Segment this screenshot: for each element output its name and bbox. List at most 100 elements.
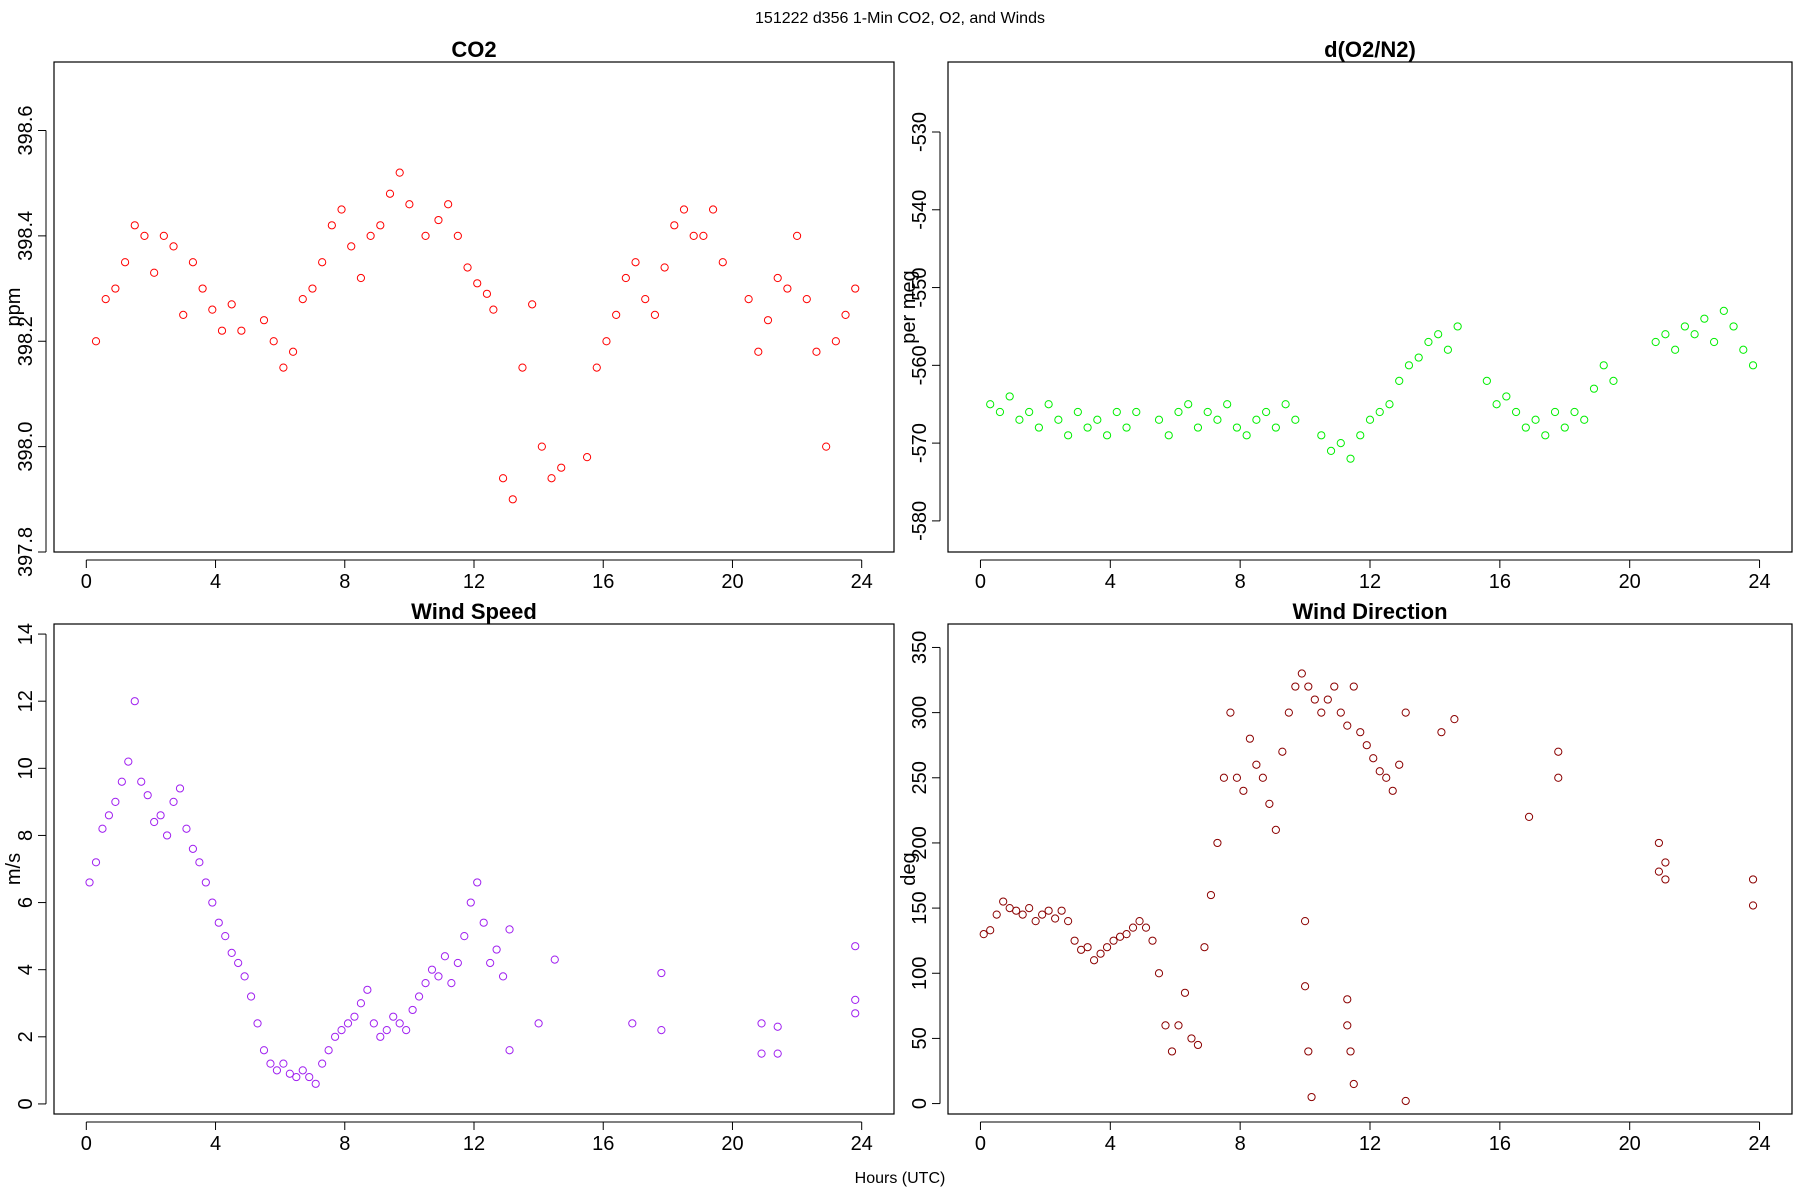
o2-point bbox=[1580, 415, 1589, 424]
wind-direction-point bbox=[1180, 988, 1190, 997]
wind-speed-point bbox=[324, 1046, 333, 1055]
wind-speed-point bbox=[356, 999, 366, 1008]
co2-point bbox=[792, 231, 802, 240]
wind-speed-point bbox=[479, 918, 488, 927]
panel-wind-direction-ylabel: deg bbox=[898, 852, 920, 885]
wind-direction-point bbox=[1330, 682, 1339, 691]
panel-wind-direction-frame bbox=[947, 623, 1793, 1115]
co2-point bbox=[557, 463, 566, 472]
y-tick-label: -530 bbox=[909, 112, 931, 152]
o2-point bbox=[1719, 306, 1728, 315]
wind-direction-point bbox=[1226, 708, 1235, 717]
wind-speed-point bbox=[434, 972, 443, 981]
wind-speed-point bbox=[111, 797, 120, 806]
o2-point bbox=[1521, 423, 1530, 432]
wind-direction-point bbox=[1401, 708, 1410, 717]
x-tick-label: 8 bbox=[339, 571, 350, 593]
y-tick-label: 0 bbox=[15, 1098, 37, 1109]
wind-speed-point bbox=[363, 985, 372, 994]
wind-direction-point bbox=[1193, 1040, 1203, 1050]
wind-speed-point bbox=[350, 1012, 359, 1021]
panel-co2-frame bbox=[53, 61, 895, 553]
wind-direction-point bbox=[1012, 906, 1021, 915]
wind-direction-point bbox=[1174, 1021, 1183, 1030]
co2-point bbox=[631, 258, 640, 267]
o2-point bbox=[1502, 392, 1511, 401]
o2-point bbox=[1213, 415, 1222, 424]
o2-point bbox=[1044, 400, 1053, 409]
co2-point bbox=[198, 284, 207, 293]
wind-direction-point bbox=[1167, 1047, 1177, 1056]
x-tick-label: 4 bbox=[1105, 571, 1116, 593]
o2-point bbox=[1550, 407, 1560, 417]
y-tick-label: 200 bbox=[909, 826, 931, 859]
wind-direction-point bbox=[1450, 715, 1459, 724]
wind-speed-point bbox=[130, 697, 139, 706]
wind-speed-point bbox=[182, 824, 191, 833]
wind-speed-point bbox=[402, 1025, 411, 1035]
wind-direction-point bbox=[1343, 721, 1352, 730]
wind-speed-point bbox=[473, 878, 482, 887]
co2-point bbox=[269, 337, 278, 346]
o2-point bbox=[1729, 322, 1738, 331]
panel-wind-speed-frame bbox=[53, 623, 895, 1115]
o2-point bbox=[1661, 330, 1670, 339]
x-tick-label: 12 bbox=[463, 1133, 485, 1155]
wind-speed-point bbox=[657, 1025, 666, 1035]
panel-co2-ylabel: ppm bbox=[3, 288, 25, 327]
wind-direction-point bbox=[1317, 708, 1326, 717]
o2-point bbox=[1015, 415, 1024, 424]
wind-speed-point bbox=[414, 992, 424, 1001]
co2-point bbox=[453, 231, 462, 240]
wind-direction-point bbox=[1346, 1047, 1355, 1056]
co2-point bbox=[602, 337, 611, 346]
o2-point bbox=[1184, 400, 1193, 409]
wind-speed-point bbox=[259, 1046, 269, 1055]
wind-direction-point bbox=[1102, 943, 1112, 952]
panel-o2-frame bbox=[947, 61, 1793, 553]
wind-speed-point bbox=[486, 958, 495, 968]
wind-speed-point bbox=[240, 972, 249, 981]
wind-direction-point bbox=[1310, 695, 1319, 704]
wind-speed-point bbox=[421, 979, 430, 988]
o2-point bbox=[1132, 407, 1141, 417]
wind-direction-point bbox=[1388, 786, 1397, 795]
o2-point bbox=[1356, 431, 1365, 440]
co2-point bbox=[783, 284, 792, 293]
co2-point bbox=[217, 326, 227, 335]
x-tick-label: 24 bbox=[851, 571, 873, 593]
wind-speed-point bbox=[195, 858, 204, 867]
wind-speed-point bbox=[657, 968, 666, 978]
wind-direction-point bbox=[1070, 936, 1079, 945]
o2-point bbox=[1709, 337, 1719, 347]
wind-direction-point bbox=[1200, 943, 1209, 952]
o2-point bbox=[1414, 353, 1423, 362]
wind-direction-point bbox=[1096, 949, 1105, 958]
o2-point bbox=[1034, 423, 1043, 432]
co2-point bbox=[91, 337, 101, 346]
wind-direction-point bbox=[1343, 1021, 1352, 1030]
o2-point bbox=[1424, 337, 1433, 347]
y-tick-label: 350 bbox=[909, 631, 931, 664]
wind-direction-point bbox=[1258, 773, 1267, 782]
wind-direction-point bbox=[1148, 936, 1157, 945]
wind-direction-point bbox=[1018, 910, 1027, 919]
co2-point bbox=[444, 200, 453, 209]
wind-speed-point bbox=[188, 844, 198, 853]
wind-direction-point bbox=[1128, 923, 1138, 932]
wind-direction-point bbox=[1161, 1021, 1170, 1030]
wind-direction-point bbox=[1297, 669, 1306, 678]
o2-point bbox=[1385, 400, 1394, 409]
wind-speed-point bbox=[343, 1019, 353, 1028]
co2-point bbox=[537, 442, 546, 451]
x-tick-label: 0 bbox=[975, 571, 986, 593]
wind-speed-point bbox=[266, 1059, 275, 1068]
wind-direction-point bbox=[1356, 728, 1365, 737]
panel-co2-ticks: 0 4 8 12 16 20 24 397.8 398.0 398.2 398.4 398.6 bbox=[15, 105, 873, 593]
wind-speed-point bbox=[285, 1069, 294, 1078]
x-tick-label: 20 bbox=[1619, 571, 1641, 593]
o2-point bbox=[1748, 361, 1758, 370]
co2-point bbox=[179, 310, 188, 320]
